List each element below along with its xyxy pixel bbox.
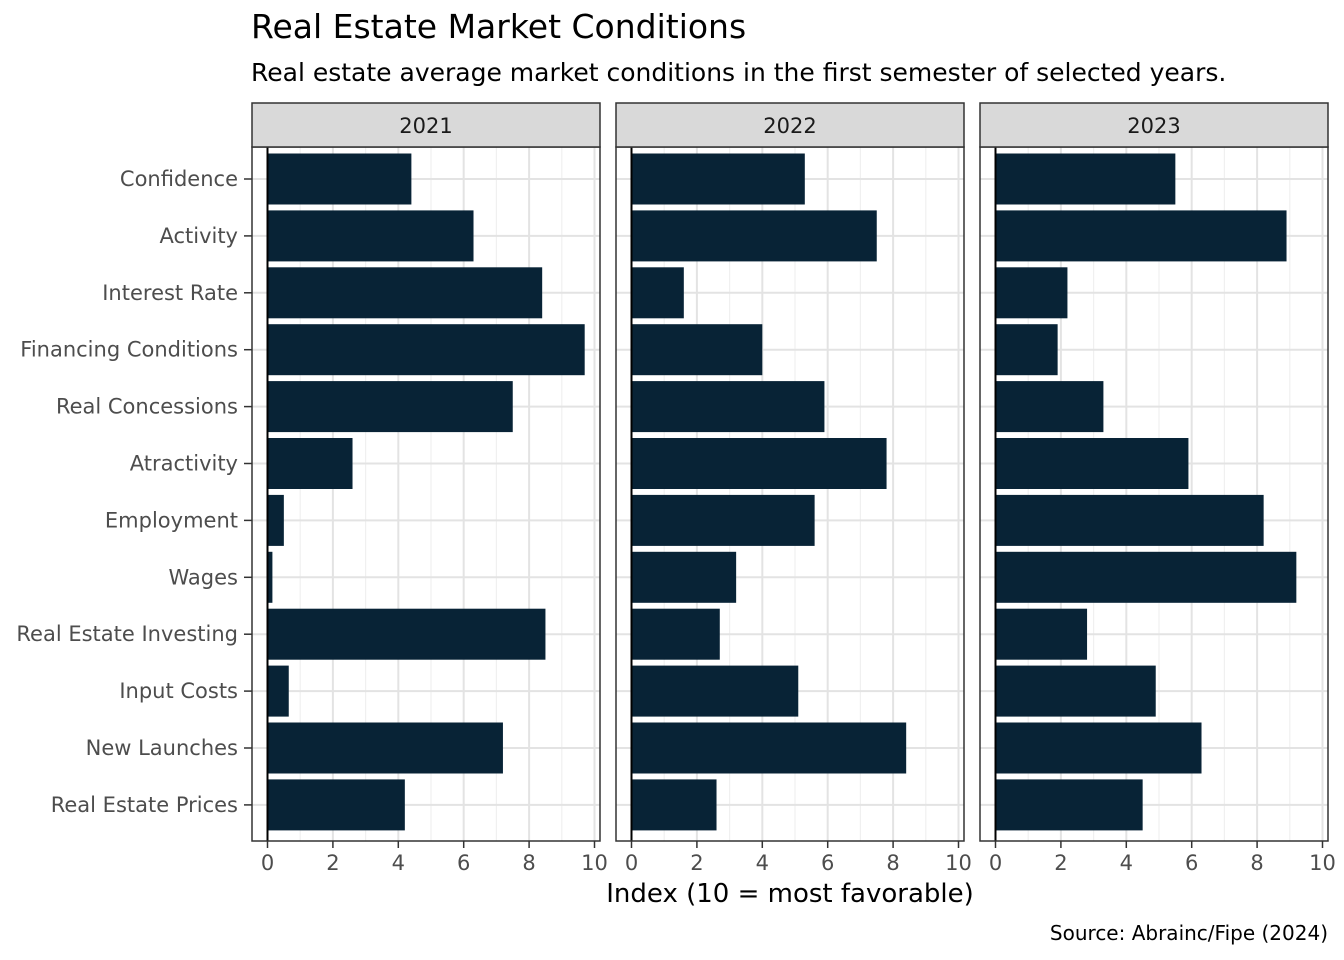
chart-subtitle: Real estate average market conditions in… [251,58,1226,87]
x-tick-label: 0 [989,851,1002,875]
bar [267,665,289,717]
bar [267,381,513,433]
bar [631,210,877,262]
facet-strip-label: 2022 [763,114,816,138]
bar [995,381,1104,433]
category-label: New Launches [86,736,238,760]
bar [267,608,546,660]
bar [631,779,717,831]
category-label: Real Estate Investing [16,622,238,646]
facet-strip [251,102,601,148]
category-label: Employment [105,508,238,532]
bar [267,494,284,546]
category-label: Confidence [120,167,238,191]
x-tick-label: 0 [625,851,638,875]
x-axis-title: Index (10 = most favorable) [606,879,974,909]
bar [995,267,1068,319]
bar [995,324,1058,376]
facet-strip-label: 2023 [1127,114,1180,138]
x-tick-label: 2 [326,851,339,875]
x-tick-label: 4 [1120,851,1133,875]
x-tick-label: 4 [756,851,769,875]
facet-strip [615,102,965,148]
x-tick-label: 10 [1309,851,1336,875]
x-tick-label: 10 [945,851,972,875]
category-label: Atractivity [130,452,238,476]
bar [631,324,763,376]
x-tick-label: 2 [1054,851,1067,875]
bar [267,153,412,205]
x-tick-label: 4 [392,851,405,875]
bar [631,153,805,205]
bar [631,438,887,489]
bar [267,324,585,376]
category-label: Real Concessions [56,395,238,419]
chart-title: Real Estate Market Conditions [251,7,746,46]
bar [995,153,1176,205]
bar [267,779,405,831]
bar [995,551,1297,603]
category-label: Input Costs [119,679,238,703]
bar [631,551,737,603]
category-label: Interest Rate [102,281,238,305]
bar [267,722,503,774]
bar [995,494,1264,546]
x-tick-label: 8 [1250,851,1263,875]
bar [267,267,543,319]
x-tick-label: 8 [886,851,899,875]
category-label: Financing Conditions [20,338,238,362]
x-tick-label: 8 [522,851,535,875]
bar [267,210,474,262]
facet-strip [979,102,1329,148]
bar [631,381,825,433]
bar [995,779,1143,831]
bar [631,267,684,319]
bar [995,210,1287,262]
bar [995,665,1156,717]
chart-caption: Source: Abrainc/Fipe (2024) [1050,921,1328,945]
bar [631,494,815,546]
category-label: Activity [159,224,238,248]
bar [995,608,1088,660]
bar [995,438,1189,489]
bar [631,665,799,717]
bar [267,551,273,603]
bar [267,438,353,489]
category-label: Wages [169,565,238,589]
x-tick-label: 6 [457,851,470,875]
x-tick-label: 10 [581,851,608,875]
facet-panels: 2021 0 2 4 6 8 10 2022 0 2 4 6 8 10 2023 0 2 4 6 8 10 Confide… [16,102,1336,875]
bar [995,722,1202,774]
facet-strip-label: 2021 [399,114,452,138]
x-tick-label: 2 [690,851,703,875]
bar [631,608,720,660]
category-label: Real Estate Prices [51,793,238,817]
x-tick-label: 6 [821,851,834,875]
x-tick-label: 6 [1185,851,1198,875]
bar [631,722,907,774]
x-tick-label: 0 [261,851,274,875]
